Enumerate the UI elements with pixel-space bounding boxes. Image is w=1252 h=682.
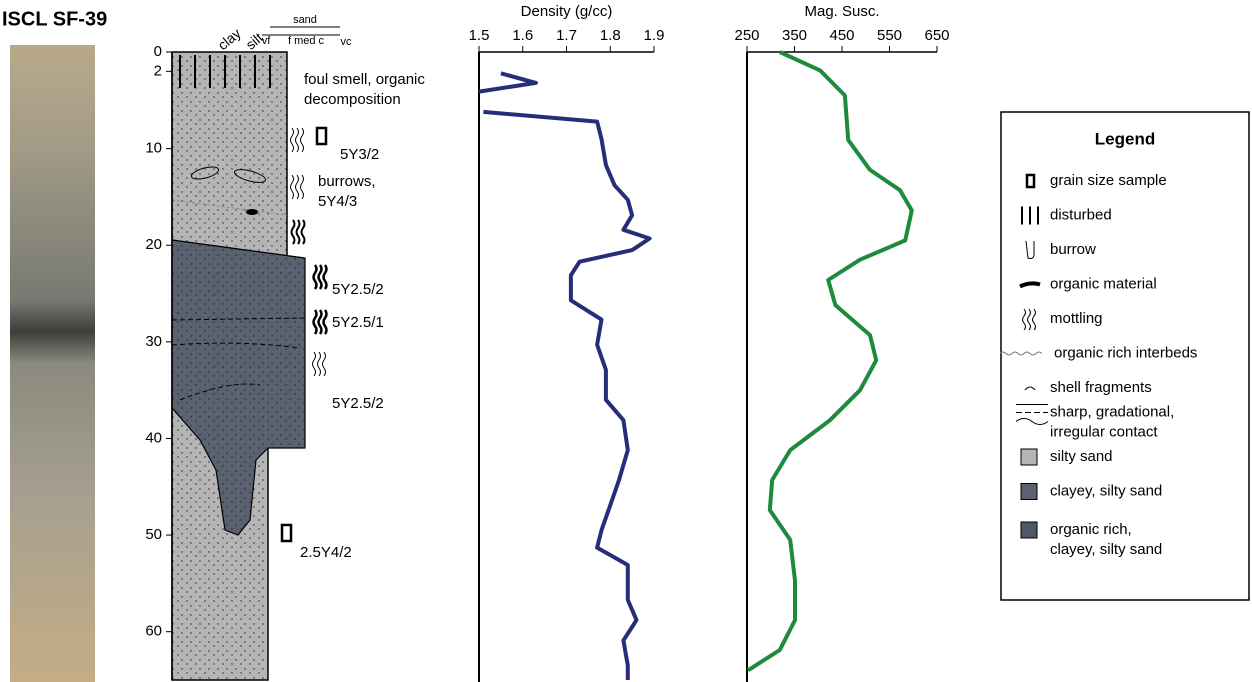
x-tick-label: 450 (829, 27, 854, 44)
legend-label: disturbed (1050, 206, 1112, 223)
annotation: 5Y2.5/2 (332, 281, 384, 298)
x-tick-label: 550 (877, 27, 902, 44)
annotation: 5Y4/3 (318, 193, 357, 210)
mottling-symbol (295, 174, 299, 200)
mottling-symbol (312, 309, 318, 335)
x-tick-label: 1.7 (556, 27, 577, 44)
legend-label: silty sand (1050, 448, 1113, 465)
mottling-symbol (290, 219, 296, 245)
mottling-symbol (300, 219, 306, 245)
mottling-symbol (295, 219, 301, 245)
legend-label: organic material (1050, 275, 1157, 292)
mottling-symbol (300, 174, 304, 200)
mottling-symbol (317, 309, 323, 335)
sample-symbol (280, 523, 293, 543)
legend-icon (1020, 483, 1038, 500)
legend-label: clayey, silty sand (1050, 482, 1162, 499)
mottling-symbol (317, 351, 321, 377)
legend-icon (1020, 448, 1038, 466)
annotation: foul smell, organic (304, 71, 425, 88)
grain-size-label: vc (341, 36, 353, 48)
legend-label: sharp, gradational, (1050, 403, 1174, 420)
chart-title: Mag. Susc. (804, 3, 879, 20)
x-tick-label: 1.5 (469, 27, 490, 44)
legend-icon (1024, 386, 1036, 391)
legend-icon (1019, 281, 1041, 289)
mottling-symbol (300, 127, 304, 153)
depth-tick-label: 40 (145, 429, 162, 446)
x-tick-label: 650 (924, 27, 949, 44)
legend-label: shell fragments (1050, 379, 1152, 396)
depth-tick-label: 0 (154, 43, 162, 60)
core-title: ISCL SF-39 (2, 8, 107, 30)
legend-icon (1022, 308, 1026, 331)
x-tick-label: 1.6 (512, 27, 533, 44)
x-tick-label: 1.8 (600, 27, 621, 44)
depth-tick-label: 10 (145, 140, 162, 157)
profile-line (746, 50, 914, 672)
legend-label: organic rich, (1050, 521, 1132, 538)
x-tick-label: 1.9 (644, 27, 665, 44)
legend-label: clayey, silty sand (1050, 541, 1162, 558)
legend-icon (1027, 308, 1031, 331)
annotation: 5Y2.5/2 (332, 395, 384, 412)
grain-size-label: sand (293, 14, 317, 26)
mottling-symbol (290, 127, 294, 153)
grain-size-label: clay (214, 25, 243, 53)
legend-icon (1025, 173, 1036, 189)
annotation: 2.5Y4/2 (300, 544, 352, 561)
annotation: 5Y3/2 (340, 146, 379, 163)
depth-tick-label: 20 (145, 236, 162, 253)
profile-line (478, 71, 652, 680)
legend-label: grain size sample (1050, 172, 1167, 189)
x-tick-label: 350 (782, 27, 807, 44)
legend-icon (1032, 308, 1036, 331)
mottling-symbol (322, 351, 326, 377)
core-photo (10, 45, 95, 682)
sample-symbol (315, 126, 328, 146)
lithology-column (171, 51, 306, 681)
depth-tick-label: 60 (145, 623, 162, 640)
x-tick-label: 250 (734, 27, 759, 44)
legend-box (1000, 111, 1250, 601)
legend-icon (1020, 521, 1038, 539)
mottling-symbol (322, 264, 328, 290)
legend-label: mottling (1050, 310, 1103, 327)
depth-tick-label: 30 (145, 333, 162, 350)
legend-icon (999, 351, 1043, 356)
legend-label: burrow (1050, 241, 1096, 258)
annotation: 5Y2.5/1 (332, 314, 384, 331)
annotation: burrows, (318, 173, 376, 190)
grain-size-label: vf (262, 35, 272, 47)
mottling-symbol (317, 264, 323, 290)
depth-tick-label: 50 (145, 526, 162, 543)
mottling-symbol (290, 174, 294, 200)
legend-label: irregular contact (1050, 423, 1158, 440)
mottling-symbol (295, 127, 299, 153)
mottling-symbol (322, 309, 328, 335)
depth-tick-label: 2 (154, 62, 162, 79)
legend-icon (1025, 240, 1035, 260)
mottling-symbol (312, 264, 318, 290)
legend-title: Legend (1095, 129, 1155, 148)
annotation: decomposition (304, 91, 401, 108)
grain-size-label: f med c (288, 35, 325, 47)
legend-label: organic rich interbeds (1054, 344, 1197, 361)
chart-title: Density (g/cc) (521, 3, 613, 20)
mottling-symbol (312, 351, 316, 377)
legend-icon (1015, 418, 1049, 425)
